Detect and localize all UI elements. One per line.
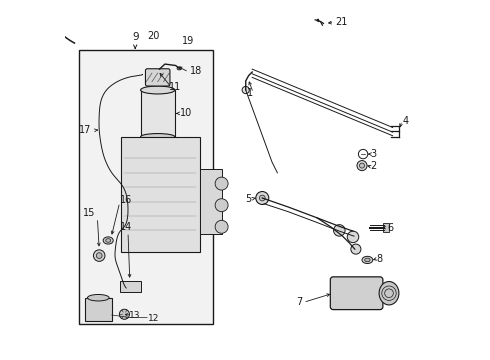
Text: 10: 10 bbox=[179, 108, 192, 118]
Text: 3: 3 bbox=[370, 149, 376, 159]
Ellipse shape bbox=[379, 282, 399, 305]
Ellipse shape bbox=[141, 134, 175, 140]
Text: 7: 7 bbox=[296, 297, 303, 307]
Circle shape bbox=[334, 225, 345, 236]
Bar bbox=[85, 298, 112, 321]
Bar bbox=[79, 50, 213, 324]
Text: 20: 20 bbox=[147, 31, 159, 41]
Bar bbox=[121, 137, 200, 252]
Circle shape bbox=[256, 192, 269, 204]
Text: 21: 21 bbox=[335, 17, 347, 27]
Circle shape bbox=[357, 161, 367, 171]
Ellipse shape bbox=[362, 256, 373, 264]
Ellipse shape bbox=[365, 258, 370, 262]
Circle shape bbox=[215, 177, 228, 190]
Ellipse shape bbox=[177, 67, 181, 70]
Circle shape bbox=[97, 253, 102, 258]
Bar bbox=[383, 223, 389, 232]
Text: 18: 18 bbox=[190, 66, 202, 76]
Text: 11: 11 bbox=[170, 82, 182, 92]
Circle shape bbox=[259, 195, 265, 201]
Text: 9: 9 bbox=[132, 32, 139, 42]
Text: 16: 16 bbox=[120, 195, 132, 205]
Polygon shape bbox=[317, 19, 319, 22]
Circle shape bbox=[120, 309, 129, 319]
Circle shape bbox=[215, 199, 228, 212]
Circle shape bbox=[360, 163, 365, 168]
FancyBboxPatch shape bbox=[146, 69, 170, 86]
Text: 6: 6 bbox=[388, 222, 393, 233]
Text: 4: 4 bbox=[403, 116, 409, 126]
Ellipse shape bbox=[88, 294, 109, 301]
Circle shape bbox=[351, 244, 361, 254]
Ellipse shape bbox=[103, 237, 113, 244]
Text: 2: 2 bbox=[370, 161, 376, 171]
Circle shape bbox=[215, 220, 228, 233]
Ellipse shape bbox=[141, 86, 175, 94]
Bar bbox=[141, 90, 175, 137]
Circle shape bbox=[94, 250, 105, 261]
Text: 17: 17 bbox=[78, 125, 91, 135]
FancyBboxPatch shape bbox=[330, 277, 383, 310]
Text: 1: 1 bbox=[247, 88, 253, 98]
FancyBboxPatch shape bbox=[120, 281, 141, 292]
Text: 8: 8 bbox=[376, 254, 382, 264]
Text: 14: 14 bbox=[120, 222, 132, 232]
Circle shape bbox=[242, 86, 249, 94]
Text: 5: 5 bbox=[245, 194, 251, 204]
Circle shape bbox=[347, 231, 359, 243]
Circle shape bbox=[358, 149, 368, 159]
Text: 15: 15 bbox=[83, 208, 96, 218]
Bar bbox=[200, 169, 221, 234]
Text: 19: 19 bbox=[182, 36, 195, 46]
Text: 12: 12 bbox=[148, 314, 159, 323]
Text: 13: 13 bbox=[129, 310, 141, 320]
Ellipse shape bbox=[106, 239, 111, 242]
